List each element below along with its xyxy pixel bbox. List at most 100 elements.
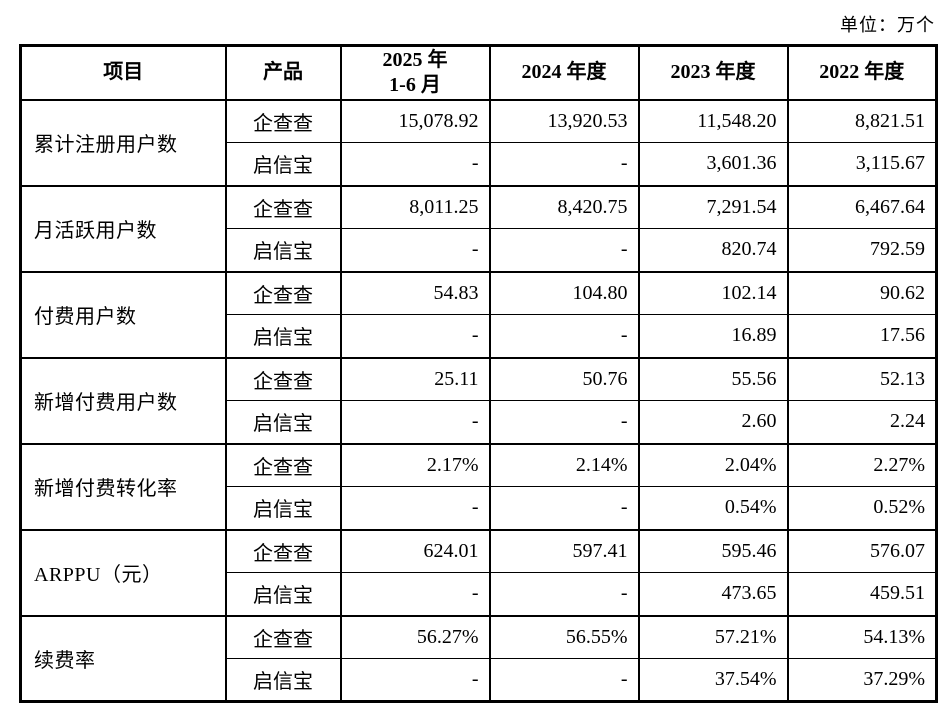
unit-label: 单位：万个 [840,15,935,35]
table-row: 付费用户数 企查查 54.83 104.80 102.14 90.62 [19,270,938,359]
value-cell: 624.01 [339,528,491,573]
product-name-cell: 启信宝 [224,314,342,359]
value-cell: 57.21% [637,614,789,659]
product-name-cell: 启信宝 [224,658,342,703]
row-group-label: 累计注册用户数 [19,98,227,187]
value-cell: 576.07 [786,528,938,573]
value-cell: 11,548.20 [637,98,789,143]
value-cell: 90.62 [786,270,938,315]
value-cell: 597.41 [488,528,640,573]
table-row: 续费率 企查查 56.27% 56.55% 57.21% 54.13% [19,614,938,703]
user-metrics-table: 项目 产品 2025 年 1-6 月 2024 年度 2023 年度 2022 … [19,44,938,703]
value-cell: 17.56 [786,314,938,359]
value-cell: 15,078.92 [339,98,491,143]
value-cell: - [488,400,640,445]
value-cell: 56.55% [488,614,640,659]
value-cell: - [339,486,491,531]
table-row: 启信宝 - - 473.65 459.51 [21,572,938,617]
value-cell: - [488,572,640,617]
value-cell: 459.51 [786,572,938,617]
value-cell: 3,601.36 [637,142,789,187]
header-period-2023: 2023 年度 [637,44,789,101]
value-cell: 52.13 [786,356,938,401]
value-cell: 13,920.53 [488,98,640,143]
value-cell: 16.89 [637,314,789,359]
value-cell: 7,291.54 [637,184,789,229]
value-cell: 2.60 [637,400,789,445]
value-cell: 0.54% [637,486,789,531]
value-cell: 55.56 [637,356,789,401]
value-cell: - [339,228,491,273]
value-cell: - [488,486,640,531]
product-name-cell: 启信宝 [224,142,342,187]
value-cell: - [339,314,491,359]
row-group-label: 新增付费转化率 [19,442,227,531]
table-row: 新增付费转化率 企查查 2.17% 2.14% 2.04% 2.27% [19,442,938,531]
header-period-2025-line1: 2025 年 [382,48,448,71]
product-name-cell: 企查查 [224,528,342,573]
value-cell: 792.59 [786,228,938,273]
table-row: 启信宝 - - 2.60 2.24 [21,400,938,445]
row-group-label: 月活跃用户数 [19,184,227,273]
header-item: 项目 [19,44,227,101]
product-name-cell: 企查查 [224,270,342,315]
product-name-cell: 企查查 [224,614,342,659]
product-name-cell: 企查查 [224,442,342,487]
value-cell: 102.14 [637,270,789,315]
product-name-cell: 启信宝 [224,228,342,273]
header-period-2022: 2022 年度 [786,44,938,101]
value-cell: 104.80 [488,270,640,315]
value-cell: - [339,142,491,187]
product-name-cell: 启信宝 [224,400,342,445]
value-cell: - [488,658,640,703]
table-row: 新增付费用户数 企查查 25.11 50.76 55.56 52.13 [19,356,938,445]
value-cell: 820.74 [637,228,789,273]
value-cell: 54.83 [339,270,491,315]
row-group-label: 续费率 [19,614,227,703]
value-cell: - [488,228,640,273]
value-cell: 2.24 [786,400,938,445]
header-period-2025-h1: 2025 年 1-6 月 [339,44,491,101]
value-cell: 2.04% [637,442,789,487]
product-name-cell: 企查查 [224,184,342,229]
value-cell: - [488,314,640,359]
value-cell: 595.46 [637,528,789,573]
product-name-cell: 企查查 [224,356,342,401]
value-cell: 473.65 [637,572,789,617]
table-row: 月活跃用户数 企查查 8,011.25 8,420.75 7,291.54 6,… [19,184,938,273]
product-name-cell: 企查查 [224,98,342,143]
row-group-label: ARPPU（元） [19,528,227,617]
value-cell: 2.14% [488,442,640,487]
value-cell: 25.11 [339,356,491,401]
header-period-2024: 2024 年度 [488,44,640,101]
value-cell: 54.13% [786,614,938,659]
table-row: ARPPU（元） 企查查 624.01 597.41 595.46 576.07 [19,528,938,617]
value-cell: 50.76 [488,356,640,401]
value-cell: 6,467.64 [786,184,938,229]
value-cell: 56.27% [339,614,491,659]
value-cell: - [488,142,640,187]
row-group-label: 新增付费用户数 [19,356,227,445]
product-name-cell: 启信宝 [224,486,342,531]
value-cell: 2.27% [786,442,938,487]
header-product: 产品 [224,44,342,101]
table-row: 启信宝 - - 37.54% 37.29% [21,658,938,703]
table-row: 启信宝 - - 0.54% 0.52% [21,486,938,531]
value-cell: 37.54% [637,658,789,703]
header-period-2025-line2: 1-6 月 [389,73,441,96]
value-cell: 8,821.51 [786,98,938,143]
table-row: 启信宝 - - 16.89 17.56 [21,314,938,359]
table-header-row: 项目 产品 2025 年 1-6 月 2024 年度 2023 年度 2022 … [19,44,938,101]
value-cell: 2.17% [339,442,491,487]
value-cell: 8,420.75 [488,184,640,229]
row-group-label: 付费用户数 [19,270,227,359]
value-cell: 0.52% [786,486,938,531]
value-cell: - [339,572,491,617]
table-row: 启信宝 - - 3,601.36 3,115.67 [21,142,938,187]
value-cell: - [339,658,491,703]
value-cell: 8,011.25 [339,184,491,229]
value-cell: - [339,400,491,445]
value-cell: 3,115.67 [786,142,938,187]
table-row: 启信宝 - - 820.74 792.59 [21,228,938,273]
table-row: 累计注册用户数 企查查 15,078.92 13,920.53 11,548.2… [19,98,938,187]
